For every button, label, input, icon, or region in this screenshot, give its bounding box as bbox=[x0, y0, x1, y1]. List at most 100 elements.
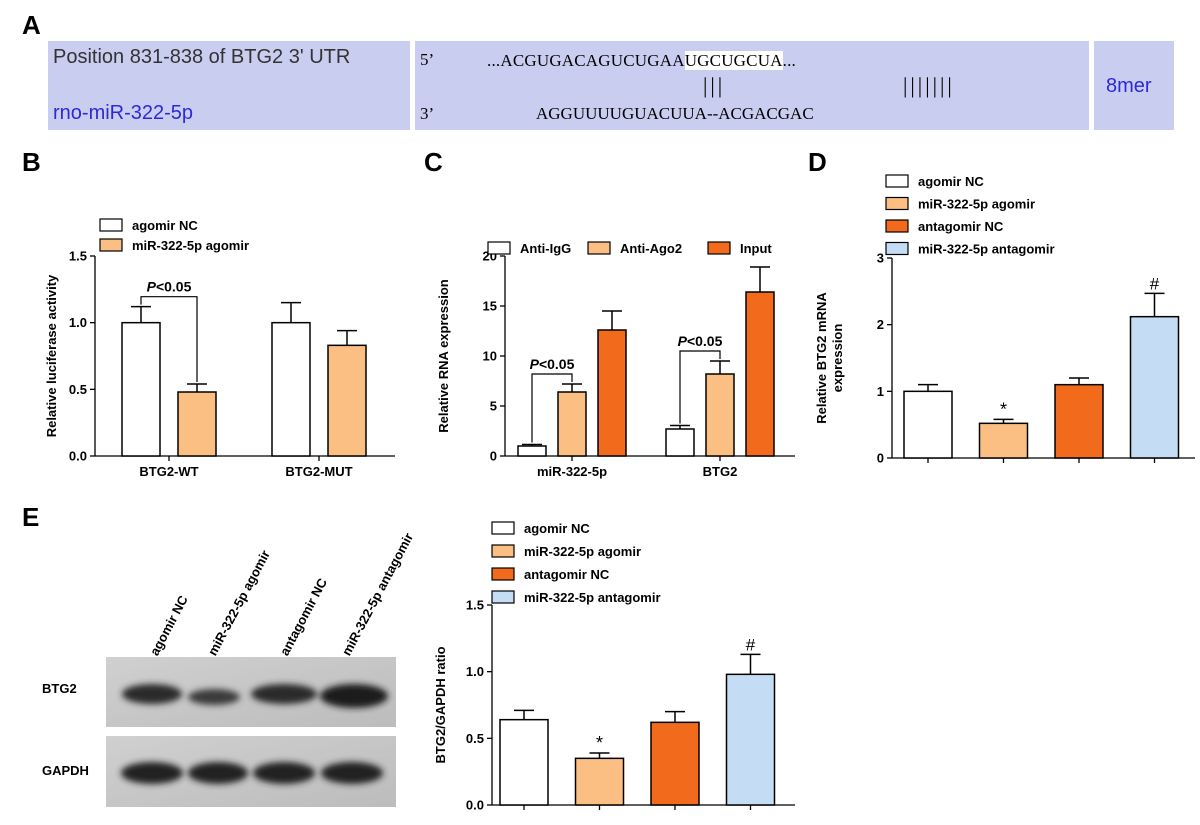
legend-mir-322-5p-agomir-label: miR-322-5p agomir bbox=[524, 544, 641, 559]
significance-mir-322-5p: P<0.05 bbox=[530, 356, 575, 443]
significance-mark-mir-322-5p-agomir: * bbox=[596, 733, 603, 753]
y-tick-label-0-5: 0.5 bbox=[69, 382, 87, 397]
legend-mir-322-5p-agomir-swatch bbox=[99, 238, 123, 252]
bar-mir-322-5p-antagomir bbox=[725, 673, 776, 806]
bar-antagomir-nc bbox=[650, 721, 700, 806]
band-btg2-lane2 bbox=[188, 689, 240, 705]
y-tick-label-5: 5 bbox=[490, 399, 497, 414]
legend-anti-ago2-label: Anti-Ago2 bbox=[620, 241, 682, 256]
band-gapdh-lane3 bbox=[253, 762, 315, 784]
bar-mir-322-5p-agomir bbox=[978, 422, 1029, 459]
bar-mir-322-5p-input bbox=[597, 329, 627, 457]
mirna-name-label: rno-miR-322-5p bbox=[53, 102, 194, 124]
utr-suffix: ... bbox=[782, 51, 797, 70]
bar-btg2-mut-mir-322-5p-agomir bbox=[327, 344, 367, 457]
panel-letter-e: E bbox=[22, 502, 40, 532]
legend-input-label: Input bbox=[740, 241, 772, 256]
significance-mark-mir-322-5p-antagomir: # bbox=[746, 635, 756, 654]
bar-agomir-nc bbox=[903, 390, 953, 459]
legend-mir-322-5p-agomir-label: miR-322-5p agomir bbox=[132, 238, 249, 253]
blot-image bbox=[106, 657, 396, 807]
significance-mir-322-5p-label: P<0.05 bbox=[530, 356, 575, 372]
y-tick-label-1: 1 bbox=[877, 384, 884, 399]
significance-wt-bracket bbox=[140, 296, 198, 382]
panel-letter-c: C bbox=[424, 147, 443, 177]
band-btg2-lane4 bbox=[320, 684, 388, 708]
significance-btg2: P<0.05 bbox=[678, 333, 723, 424]
y-tick-label-0-0: 0.0 bbox=[466, 798, 484, 813]
y-tick-label-1-0: 1.0 bbox=[69, 315, 87, 330]
utr-position-label: Position 831-838 of BTG2 3' UTR bbox=[53, 46, 351, 68]
y-tick-label-0-5: 0.5 bbox=[466, 731, 484, 746]
bar-mir-322-5p-anti-igg bbox=[517, 445, 547, 457]
legend-antagomir-nc-label: antagomir NC bbox=[524, 567, 610, 582]
site-type-label: 8mer bbox=[1106, 75, 1152, 97]
legend-agomir-nc-label: agomir NC bbox=[918, 174, 984, 189]
blot-row-label-btg2: BTG2 bbox=[42, 681, 77, 696]
blot-lane-label-mir-322-5p-agomir: miR-322-5p agomir bbox=[204, 547, 273, 658]
utr-sequence: ...ACGUGACAGUCUGAAUGCUGCUA... bbox=[487, 51, 796, 71]
band-gapdh-lane2 bbox=[188, 762, 248, 784]
x-tick-label-btg2-mut: BTG2-MUT bbox=[285, 464, 352, 479]
bar-mir-322-5p-anti-ago2 bbox=[557, 391, 587, 457]
band-btg2-lane3 bbox=[251, 684, 317, 704]
five-prime-label: 5’ bbox=[420, 50, 435, 69]
y-tick-label-2: 2 bbox=[877, 317, 884, 332]
x-tick-label-btg2: BTG2 bbox=[703, 464, 738, 479]
bar-btg2-anti-ago2 bbox=[705, 373, 735, 457]
y-tick-label-10: 10 bbox=[483, 349, 497, 364]
y-tick-label-1-0: 1.0 bbox=[466, 664, 484, 679]
y-axis-title: Relative luciferase activity bbox=[44, 274, 59, 437]
blot-lane-label-mir-322-5p-antagomir: miR-322-5p antagomir bbox=[338, 530, 417, 658]
panel-a: A Position 831-838 of BTG2 3' UTR rno-mi… bbox=[0, 0, 1200, 135]
legend-agomir-nc-swatch bbox=[885, 174, 909, 188]
significance-mark-mir-322-5p-agomir: * bbox=[1000, 399, 1007, 419]
legend-anti-igg-label: Anti-IgG bbox=[520, 241, 571, 256]
y-axis-title: Relative RNA expression bbox=[436, 279, 451, 432]
y-tick-label-0: 0 bbox=[877, 451, 884, 466]
three-prime-label: 3’ bbox=[420, 104, 435, 123]
legend-mir-322-5p-agomir-swatch bbox=[885, 196, 909, 211]
y-axis-title: Relative BTG2 mRNAexpression bbox=[814, 292, 845, 424]
y-tick-label-15: 15 bbox=[483, 299, 497, 314]
y-tick-label-0: 0 bbox=[490, 449, 497, 464]
legend-mir-322-5p-antagomir-label: miR-322-5p antagomir bbox=[918, 242, 1055, 257]
y-tick-label-3: 3 bbox=[877, 251, 884, 266]
significance-btg2-bracket bbox=[679, 350, 721, 424]
y-tick-label-1-5: 1.5 bbox=[466, 598, 484, 613]
bar-mir-322-5p-agomir bbox=[574, 757, 625, 806]
western-blot: agomir NC miR-322-5p agomir antagomir NC mi… bbox=[0, 505, 430, 820]
panel-e-chart: 0.0 0.5 1.0 1.5 BTG2/GAPDH ratio agomir NC * mi… bbox=[433, 521, 795, 813]
label-box bbox=[48, 41, 410, 130]
bar-btg2-input bbox=[745, 291, 775, 457]
x-tick-label-mir-322-5p: miR-322-5p bbox=[537, 464, 607, 479]
pairing-lines-right: ||||||| bbox=[903, 73, 955, 98]
mirna-sequence: AGGUUUUGUACUUA--ACGACGAC bbox=[536, 104, 814, 123]
utr-seed-match: UGCUGCUA bbox=[684, 51, 783, 70]
x-tick-label-btg2-wt: BTG2-WT bbox=[139, 464, 198, 479]
panel-b-chart: 0.0 0.5 1.0 1.5 Relative luciferase activity… bbox=[44, 218, 395, 479]
legend-mir-322-5p-agomir-swatch bbox=[491, 544, 515, 558]
legend-antagomir-nc-swatch bbox=[885, 219, 909, 233]
site-type-box bbox=[1094, 41, 1174, 130]
legend-mir-322-5p-agomir-label: miR-322-5p agomir bbox=[918, 197, 1035, 212]
legend-agomir-nc-label: agomir NC bbox=[524, 521, 590, 536]
legend-mir-322-5p-antagomir-swatch bbox=[885, 241, 909, 256]
significance-wt: P<0.05 bbox=[140, 279, 198, 382]
significance-mir-322-5p-bracket bbox=[531, 373, 573, 443]
legend-agomir-nc-swatch bbox=[491, 521, 515, 535]
panel-letter-a: A bbox=[22, 10, 41, 40]
pairing-lines-left: ||| bbox=[703, 73, 726, 98]
panel-letter-b: B bbox=[22, 147, 41, 177]
bar-btg2-wt-agomir-nc bbox=[121, 321, 161, 457]
bar-antagomir-nc bbox=[1054, 383, 1104, 459]
band-gapdh-lane1 bbox=[121, 762, 183, 784]
legend-anti-ago2-swatch bbox=[587, 241, 611, 255]
utr-prefix: ...ACGUGACAGUCUGAA bbox=[487, 51, 685, 70]
panel-d-chart: 0 1 2 3 Relative BTG2 mRNAexpression agomir N… bbox=[814, 174, 1195, 466]
y-tick-label-1-5: 1.5 bbox=[69, 249, 87, 264]
band-btg2-lane1 bbox=[122, 684, 182, 704]
significance-wt-label: P<0.05 bbox=[147, 279, 192, 295]
blot-row-label-gapdh: GAPDH bbox=[42, 763, 89, 778]
